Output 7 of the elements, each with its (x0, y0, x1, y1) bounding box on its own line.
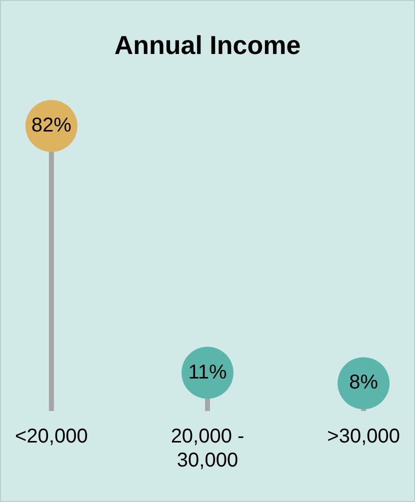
x-tick-label: >30,000 (327, 426, 400, 448)
x-tick-label: 20,000 - 30,000 (170, 426, 244, 472)
data-label: 8% (349, 372, 378, 394)
x-tick-label: <20,000 (14, 426, 88, 448)
chart-title: Annual Income (114, 30, 301, 60)
data-label: 11% (188, 361, 227, 384)
data-label: 82% (31, 114, 72, 137)
